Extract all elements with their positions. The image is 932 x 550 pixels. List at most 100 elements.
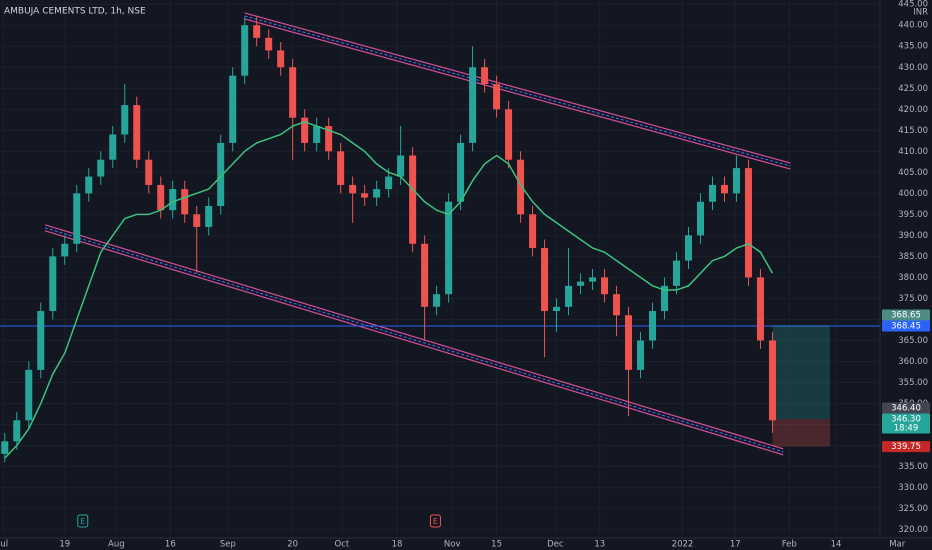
y-tick-label: 335.00	[898, 462, 928, 472]
candle-body	[696, 201, 704, 236]
y-tick-label: 380.00	[898, 273, 928, 283]
candle-body	[325, 126, 333, 152]
candle-body	[661, 285, 669, 312]
grid	[0, 0, 880, 538]
y-tick-label: 400.00	[898, 189, 928, 199]
price-label-bg	[882, 413, 930, 434]
candle-body	[1, 441, 9, 454]
y-tick-label: 330.00	[898, 483, 928, 493]
y-tick-label: 355.00	[898, 378, 928, 388]
candle-body	[193, 214, 201, 227]
y-tick-label: 390.00	[898, 231, 928, 241]
candle-body	[109, 134, 117, 160]
countdown: 18:49	[894, 424, 919, 434]
candle-body	[121, 105, 129, 135]
candle-body	[145, 159, 153, 185]
y-tick-label: 320.00	[898, 525, 928, 535]
y-tick-label: 410.00	[898, 147, 928, 157]
candle-body	[673, 260, 681, 286]
price-label: 346.40	[891, 404, 921, 414]
event-label: E	[80, 517, 85, 526]
candle-body	[253, 25, 261, 38]
candle-body	[49, 256, 57, 312]
x-tick-label: 13	[594, 540, 605, 550]
y-tick-label: 435.00	[898, 42, 928, 52]
x-tick-label: Nov	[444, 540, 461, 550]
y-tick-label: 440.00	[898, 21, 928, 31]
candle-body	[265, 37, 273, 51]
candle-body	[457, 142, 465, 202]
y-tick-label: 385.00	[898, 252, 928, 262]
price-label-bg	[882, 320, 930, 332]
price-label-bg	[882, 441, 930, 453]
candle-body	[217, 142, 225, 206]
y-tick-label: 430.00	[898, 63, 928, 73]
candle-body	[493, 84, 501, 110]
candle-body	[73, 193, 81, 244]
price-label: 368.45	[891, 321, 921, 331]
y-tick-label: 365.00	[898, 336, 928, 346]
candle-body	[601, 277, 609, 295]
channel-edge	[44, 230, 784, 456]
x-tick-label: 2022	[672, 540, 694, 550]
y-tick-label: 395.00	[898, 210, 928, 220]
price-label: 346.30	[891, 415, 921, 425]
candle-body	[481, 67, 489, 85]
candle-body	[505, 109, 513, 160]
x-tick-label: 16	[165, 540, 176, 550]
y-tick-label: 445.00	[898, 0, 928, 10]
candle-body	[445, 201, 453, 295]
candle-body	[37, 311, 45, 370]
candle-body	[756, 277, 764, 341]
x-tick-label: Oct	[335, 540, 350, 550]
price-label: 339.75	[891, 442, 921, 452]
event-marker	[429, 514, 441, 528]
event-label: E	[433, 517, 438, 526]
candle-body	[61, 243, 69, 257]
event-marker	[77, 514, 89, 528]
candle-body	[685, 235, 693, 261]
candle-body	[385, 176, 393, 190]
candle-body	[277, 50, 285, 68]
candle-body	[157, 184, 165, 211]
price-axis	[880, 0, 932, 550]
channel-center	[44, 227, 784, 453]
candle-body	[577, 281, 585, 286]
candle-body	[720, 184, 728, 194]
candle-body	[337, 151, 345, 185]
channel-edge	[244, 18, 791, 170]
candle-body	[229, 75, 237, 143]
candle-body	[397, 155, 405, 177]
candle-body	[529, 214, 537, 248]
price-label: 368.65	[891, 310, 921, 320]
y-tick-label: 375.00	[898, 294, 928, 304]
candle-body	[25, 369, 33, 421]
candle-body	[313, 126, 321, 143]
candle-body	[169, 189, 177, 211]
candle-body	[625, 315, 633, 370]
loss-zone	[772, 419, 831, 447]
candle-body	[637, 340, 645, 370]
y-tick-label: 415.00	[898, 126, 928, 136]
candle-body	[732, 168, 740, 194]
candle-body	[565, 285, 573, 307]
candle-body	[541, 247, 549, 312]
candle-body	[744, 168, 752, 278]
candle-body	[133, 105, 141, 160]
candle-body	[768, 340, 776, 421]
y-tick-label: 405.00	[898, 168, 928, 178]
profit-zone	[772, 325, 831, 420]
candle-body	[361, 193, 369, 198]
channel-edge	[44, 224, 784, 450]
moving-average	[4, 121, 774, 459]
candle-body	[301, 117, 309, 143]
candle-body	[649, 311, 657, 341]
candle-body	[469, 67, 477, 143]
candle-body	[421, 243, 429, 307]
candle-body	[205, 205, 213, 227]
x-tick-label: 19	[59, 540, 70, 550]
x-tick-label: Sep	[220, 540, 236, 550]
x-tick-label: 20	[287, 540, 298, 550]
